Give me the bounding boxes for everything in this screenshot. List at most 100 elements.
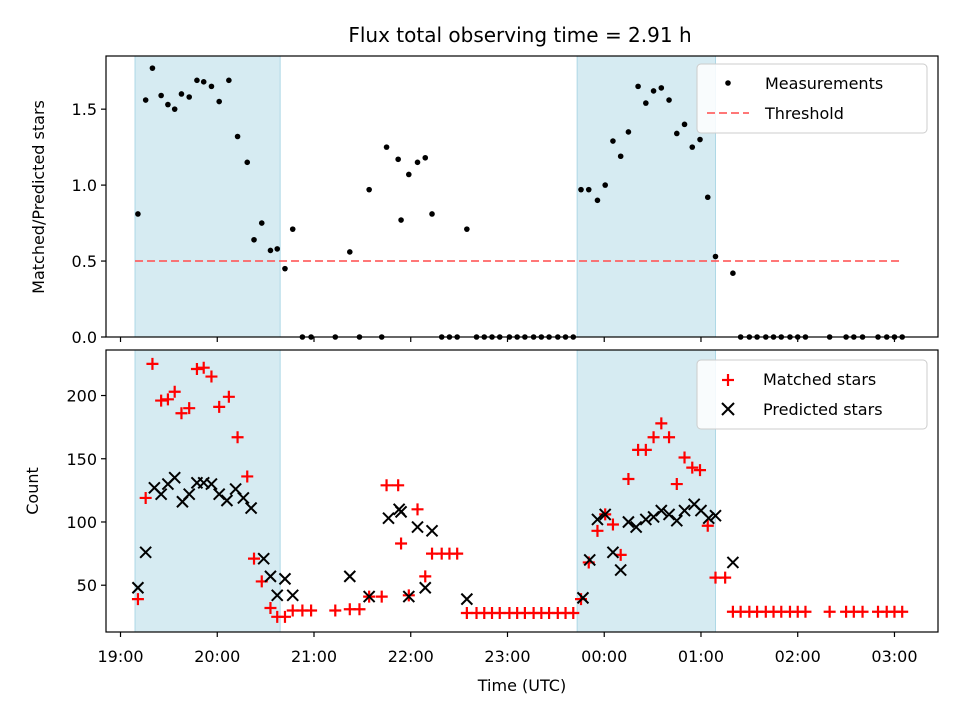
matched-star-point	[146, 357, 159, 370]
matched-star-point	[395, 537, 408, 550]
predicted-star-point	[576, 591, 590, 605]
matched-star-point	[155, 394, 168, 407]
matched-star-point	[655, 417, 668, 430]
matched-star-point	[161, 393, 174, 406]
measurement-point	[178, 91, 185, 97]
measurement-point	[704, 194, 711, 201]
predicted-star-point	[419, 581, 432, 594]
matched-star-point	[175, 407, 188, 420]
predicted-star-point	[244, 501, 258, 515]
x-tick-label: 22:00	[388, 647, 434, 666]
measurement-point	[165, 101, 171, 108]
top-y-axis-label: Matched/Predicted stars	[29, 100, 48, 294]
matched-star-point	[411, 503, 424, 516]
matched-star-point	[799, 605, 812, 618]
chart-title: Flux total observing time = 2.91 h	[348, 23, 691, 47]
matched-star-point	[205, 370, 218, 383]
matched-star-point	[719, 571, 732, 584]
measurement-point	[602, 182, 608, 188]
legend-measurement-marker	[725, 80, 731, 86]
predicted-star-point	[271, 589, 284, 602]
matched-star-point	[190, 362, 203, 375]
predicted-star-point	[662, 508, 676, 521]
measurement-point	[689, 144, 696, 150]
top-panel: Flux total observing time = 2.91 h 0.0 0.…	[29, 23, 939, 347]
predicted-star-point	[343, 570, 357, 583]
measurement-point	[208, 83, 215, 90]
measurement-point	[594, 197, 601, 204]
predicted-star-point	[583, 553, 596, 567]
matched-star-point	[305, 604, 318, 617]
bottom-y-tick-label: 100	[66, 513, 97, 532]
top-y-tick-label: 0.0	[72, 328, 97, 347]
measurement-point	[406, 171, 412, 178]
matched-star-point	[248, 552, 261, 565]
matched-star-point	[686, 461, 699, 474]
predicted-star-point	[139, 546, 152, 559]
matched-star-point	[622, 472, 635, 485]
top-y-tick-label: 1.0	[72, 176, 97, 195]
measurement-point	[234, 133, 241, 140]
measurement-point	[251, 236, 257, 243]
matched-star-point	[131, 593, 144, 606]
legend-matched-marker	[722, 374, 734, 386]
predicted-star-point	[411, 520, 424, 534]
measurement-point	[635, 83, 641, 90]
shaded-region	[576, 55, 716, 338]
predicted-star-point	[460, 592, 474, 606]
shaded-region	[576, 349, 716, 633]
matched-star-point	[183, 402, 196, 415]
measurement-point	[429, 211, 435, 217]
measurement-point	[697, 136, 703, 143]
measurement-point	[395, 156, 401, 163]
measurement-point	[712, 253, 719, 260]
bottom-y-ticks: 50 100 150 200	[66, 387, 106, 595]
measurement-point	[194, 77, 200, 84]
x-tick-label: 02:00	[775, 647, 821, 666]
matched-star-point	[375, 590, 388, 603]
predicted-star-point	[647, 510, 660, 524]
matched-star-point	[451, 547, 464, 560]
matched-star-point	[353, 603, 366, 616]
measurement-point	[244, 159, 251, 166]
predicted-star-point	[278, 572, 292, 586]
matched-star-point	[678, 451, 691, 464]
measurement-point	[578, 186, 584, 193]
top-legend-box	[696, 63, 928, 134]
x-tick-label: 01:00	[678, 647, 724, 666]
predicted-star-point	[257, 552, 270, 565]
predicted-star-point	[726, 556, 740, 569]
top-y-tick-label: 0.5	[72, 252, 97, 271]
predicted-star-point	[205, 477, 218, 491]
predicted-star-point	[670, 514, 683, 527]
measurement-point	[158, 92, 164, 99]
predicted-star-point	[264, 570, 277, 583]
measurement-point	[398, 217, 404, 223]
measurement-point	[422, 154, 429, 161]
measurement-point	[383, 144, 390, 150]
top-x-ticks	[119, 337, 896, 342]
top-y-tick-label: 1.5	[72, 100, 97, 119]
matched-star-point	[392, 479, 405, 492]
bottom-y-tick-label: 150	[66, 450, 97, 469]
measurement-point	[289, 226, 296, 232]
predicted-star-point	[394, 505, 408, 519]
legend-measurements-label: Measurements	[765, 74, 883, 93]
measurement-point	[666, 97, 672, 103]
predicted-star-point	[212, 487, 226, 501]
measurement-point	[186, 94, 192, 100]
measurement-point	[730, 270, 736, 277]
measurement-point	[617, 153, 624, 160]
bottom-y-tick-label: 50	[77, 576, 97, 595]
predicted-star-point	[606, 546, 620, 559]
matched-star-point	[419, 570, 432, 583]
measurement-point	[216, 98, 222, 105]
measurement-point	[681, 121, 688, 128]
matched-star-point	[139, 491, 152, 504]
predicted-star-point	[614, 563, 627, 577]
predicted-star-point	[709, 509, 722, 522]
measurement-point	[149, 65, 156, 71]
matched-star-point	[663, 431, 676, 444]
shaded-region	[134, 55, 281, 338]
measurement-point	[585, 186, 592, 193]
